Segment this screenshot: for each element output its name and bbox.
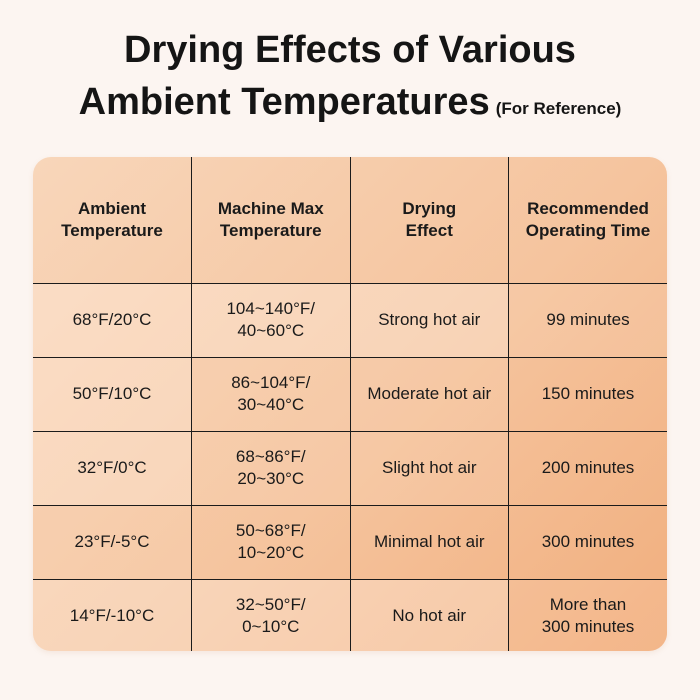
ambient-temperature-cell: 32°F/0°C [33,430,192,506]
drying-effect-cell: Minimal hot air [349,504,509,580]
drying-effect-cell: Slight hot air [349,430,509,506]
title-line-1: Drying Effects of Various [124,29,576,71]
max-temp-line-2: 40~60°C [237,321,305,340]
header-max-line-1: Machine Max [217,198,324,218]
ambient-temperature-cell: 14°F/-10°C [33,578,192,651]
max-temp-line-2: 10~20°C [237,543,305,562]
ambient-temperature-cell: 50°F/10°C [33,356,192,432]
max-temp-line-1: 32~50°F/ [235,595,306,615]
operating-time-cell: 150 minutes [508,356,667,432]
max-temp-line-1: 104~140°F/ [226,299,316,318]
header-time-line-2: Operating Time [525,220,651,240]
ambient-temperature-cell: 23°F/-5°C [33,504,192,580]
max-temp-line-2: 0~10°C [242,617,300,637]
header-ambient-line-1: Ambient [78,198,146,218]
operating-time-cell: 300 minutes [508,504,667,580]
header-drying-effect: Drying Effect [349,157,509,284]
drying-effect-cell: Moderate hot air [349,356,509,432]
table-row: 50°F/10°C 86~104°F/ 30~40°C Moderate hot… [33,356,667,432]
max-temp-line-1: 68~86°F/ [235,447,306,466]
operating-time-cell: More than 300 minutes [508,578,667,651]
max-temperature-cell: 50~68°F/ 10~20°C [191,504,351,580]
drying-effects-table-container: Ambient Temperature Machine Max Temperat… [33,157,667,651]
max-temp-line-1: 50~68°F/ [235,521,306,540]
table-row: 23°F/-5°C 50~68°F/ 10~20°C Minimal hot a… [33,504,667,580]
max-temp-line-2: 20~30°C [237,469,305,488]
title-note: (For Reference) [495,99,622,118]
operating-time-line-2: 300 minutes [541,617,635,637]
drying-effects-table: Ambient Temperature Machine Max Temperat… [33,157,667,651]
table-row: 32°F/0°C 68~86°F/ 20~30°C Slight hot air… [33,430,667,506]
header-ambient-temperature: Ambient Temperature [33,157,192,284]
header-effect-line-1: Drying [402,198,457,218]
max-temperature-cell: 68~86°F/ 20~30°C [191,430,351,506]
operating-time-cell: 200 minutes [508,430,667,506]
table-row: 68°F/20°C 104~140°F/ 40~60°C Strong hot … [33,282,667,358]
ambient-temperature-cell: 68°F/20°C [33,282,192,358]
header-effect-line-2: Effect [405,220,453,240]
max-temperature-cell: 86~104°F/ 30~40°C [191,356,351,432]
drying-effect-cell: No hot air [349,578,509,651]
operating-time-cell: 99 minutes [508,282,667,358]
header-ambient-line-2: Temperature [61,220,163,240]
table-row: 14°F/-10°C 32~50°F/ 0~10°C No hot air Mo… [33,578,667,651]
header-time-line-1: Recommended [527,198,649,218]
drying-effect-cell: Strong hot air [349,282,509,358]
operating-time-line-1: More than [549,595,627,615]
header-max-line-2: Temperature [219,220,322,240]
title-line-2: Ambient Temperatures [78,81,490,123]
table-header-row: Ambient Temperature Machine Max Temperat… [33,157,667,284]
header-machine-max-temperature: Machine Max Temperature [191,157,351,284]
max-temperature-cell: 104~140°F/ 40~60°C [191,282,351,358]
page-title: Drying Effects of Various Ambient Temper… [0,24,700,135]
max-temp-line-1: 86~104°F/ [231,373,311,392]
title-line-2-wrap: Ambient Temperatures (For Reference) [0,76,700,135]
max-temperature-cell: 32~50°F/ 0~10°C [191,578,351,651]
header-recommended-operating-time: Recommended Operating Time [508,157,667,284]
max-temp-line-2: 30~40°C [237,395,305,414]
